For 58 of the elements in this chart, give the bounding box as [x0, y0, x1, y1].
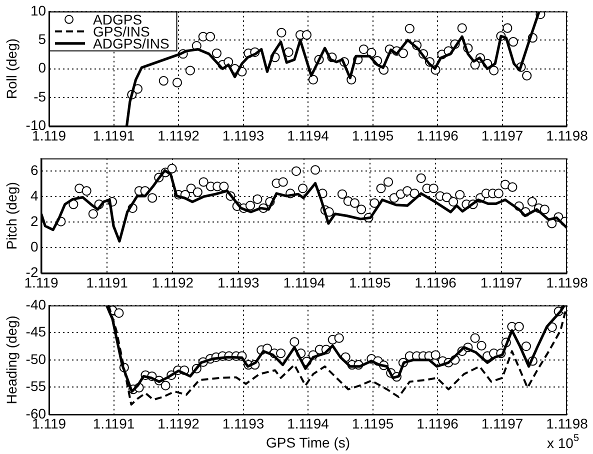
point: [457, 23, 467, 33]
point: [358, 44, 368, 54]
y-tick-label: -5: [34, 88, 46, 104]
point: [508, 37, 518, 47]
x-tick-label: 1.1191: [92, 416, 135, 432]
y-tick-label: -40: [26, 296, 46, 312]
point: [172, 78, 182, 88]
x-tick-label: 1.1193: [222, 416, 264, 432]
point: [489, 66, 499, 76]
x-tick-label: 1.1196: [416, 127, 459, 144]
point: [158, 76, 168, 86]
point: [302, 30, 312, 40]
point: [404, 24, 414, 34]
y-axis-title: Roll (deg): [3, 38, 20, 100]
point: [276, 28, 286, 38]
point: [185, 66, 195, 76]
y-tick-label: -55: [26, 378, 46, 394]
y-tick-label: 0: [38, 60, 46, 76]
point: [502, 23, 512, 33]
x-tick-label: 1.1195: [352, 416, 394, 432]
y-tick-label: 2: [30, 213, 38, 230]
x-tick-label: 1.1194: [287, 416, 330, 432]
point: [284, 47, 294, 57]
x-tick-label: 1.1191: [92, 127, 135, 144]
y-tick-label: 10: [30, 2, 46, 18]
x-tick-label: 1.1195: [352, 127, 394, 144]
y-tick-label: -50: [26, 350, 46, 367]
point: [212, 48, 222, 58]
x-tick-label: 1.1197: [481, 416, 524, 432]
x-tick-label: 1.1194: [287, 127, 330, 144]
x-tick-label: 1.1192: [152, 274, 194, 290]
x-tick-label: 1.1196: [416, 416, 459, 432]
x-tick-label: 1.1192: [158, 416, 200, 432]
x-tick-label: 1.1195: [348, 274, 391, 290]
x-tick-label: 1.1191: [86, 274, 128, 290]
y-axis-title: Pitch (deg): [3, 182, 20, 250]
x-tick-label: 1.1196: [414, 274, 457, 290]
x-tick-label: 1.1198: [546, 274, 588, 290]
x-tick-label: 1.1194: [283, 274, 326, 290]
y-axis-title: Heading (deg): [3, 316, 20, 404]
x-tick-label: 1.1197: [481, 127, 524, 144]
x-tick-label: 1.1193: [218, 274, 260, 290]
y-tick-label: 6: [30, 162, 38, 178]
x-axis-title: GPS Time (s): [266, 434, 350, 450]
x-tick-label: 1.1198: [546, 416, 588, 432]
y-tick-label: -45: [26, 324, 46, 340]
y-tick-label: 5: [38, 30, 46, 47]
y-tick-label: 4: [30, 188, 38, 204]
point: [308, 74, 318, 85]
point: [398, 48, 408, 58]
x-tick-label: 1.1192: [158, 127, 200, 144]
point: [205, 32, 216, 42]
y-tick-label: 0: [30, 238, 38, 255]
x-tick-label: 1.1197: [480, 274, 522, 290]
x-tick-label: 1.1198: [546, 127, 588, 144]
point: [522, 70, 532, 80]
legend-label: ADGPS: [93, 11, 142, 28]
x-tick-label: 1.1193: [222, 127, 264, 144]
